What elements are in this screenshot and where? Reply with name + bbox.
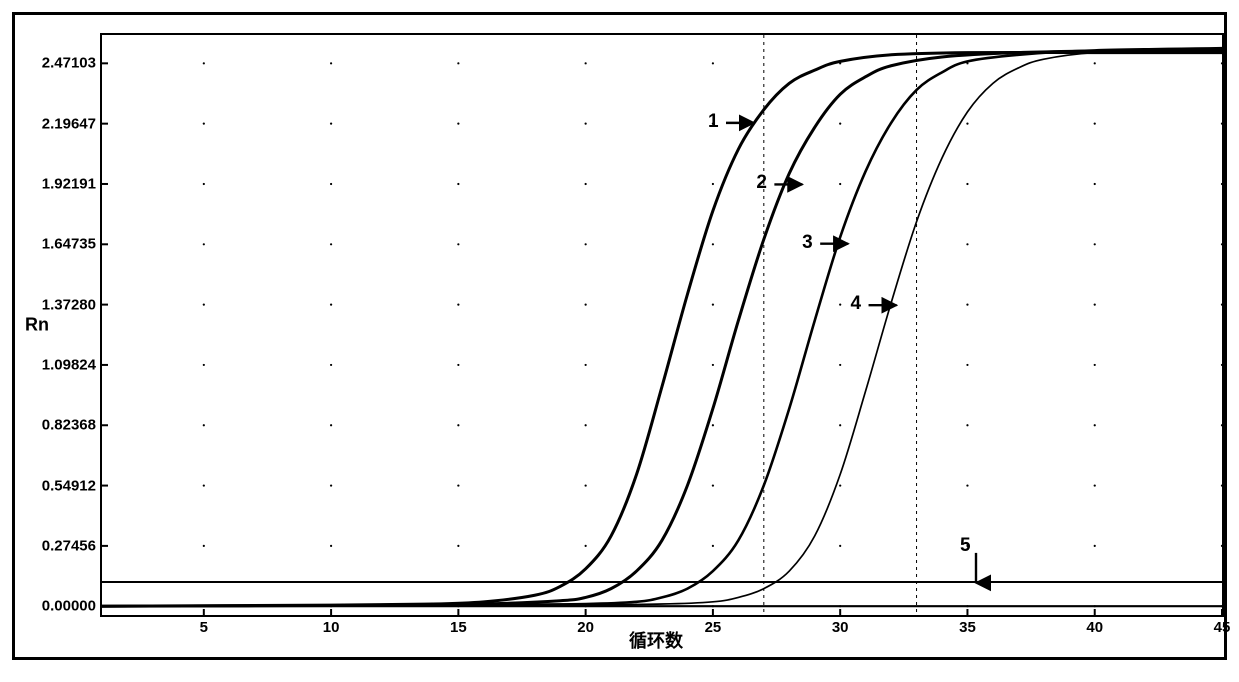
y-tick-label: 1.92191 — [42, 175, 96, 192]
x-tick-label: 35 — [959, 619, 976, 636]
x-tick-label: 25 — [705, 619, 722, 636]
x-tick-label: 45 — [1214, 619, 1231, 636]
x-tick-label: 30 — [832, 619, 849, 636]
series-label-curve4: 4 — [851, 293, 862, 315]
series-label-curve3: 3 — [802, 232, 813, 254]
grid — [203, 62, 1222, 607]
ticks — [102, 63, 1222, 615]
x-tick-label: 10 — [323, 619, 340, 636]
y-tick-label: 0.82368 — [42, 417, 96, 434]
y-tick-label: 1.09824 — [42, 356, 96, 373]
series-curve2 — [102, 50, 1222, 606]
series-curve4 — [102, 48, 1222, 606]
series-curve1 — [102, 52, 1222, 606]
x-axis-label: 循环数 — [629, 627, 683, 653]
chart-inner: Rn 123450.000000.274560.549120.823681.09… — [100, 33, 1212, 617]
y-tick-label: 0.54912 — [42, 477, 96, 494]
y-tick-label: 1.64735 — [42, 236, 96, 253]
plot-svg — [102, 35, 1222, 615]
x-tick-label: 20 — [577, 619, 594, 636]
y-tick-label: 2.47103 — [42, 55, 96, 72]
chart-frame: Rn 1 2 3 4 5 0.00000 0.27456 0.54912 0.82368 1.09… — [12, 12, 1227, 660]
y-axis-label: Rn — [25, 315, 49, 336]
x-tick-label: 15 — [450, 619, 467, 636]
y-tick-label: 0.27456 — [42, 537, 96, 554]
series-curve3 — [102, 48, 1222, 606]
y-tick-label: 1.37280 — [42, 296, 96, 313]
x-tick-label: 40 — [1086, 619, 1103, 636]
series-label-curve5: 5 — [960, 535, 971, 557]
plot-area: 123450.000000.274560.549120.823681.09824… — [100, 33, 1224, 617]
y-tick-label: 0.00000 — [42, 598, 96, 615]
series-label-curve2: 2 — [756, 172, 767, 194]
x-tick-label: 5 — [200, 619, 208, 636]
y-tick-label: 2.19647 — [42, 115, 96, 132]
series-label-curve1: 1 — [708, 111, 719, 133]
